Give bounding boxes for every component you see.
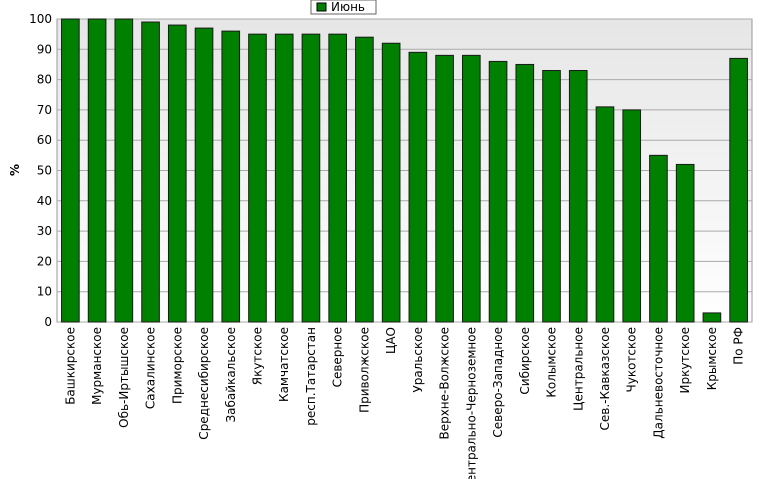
bar bbox=[114, 18, 134, 323]
bar bbox=[221, 30, 241, 323]
x-tick-label: Иркутское bbox=[678, 327, 692, 394]
x-tick-label: Камчатское bbox=[277, 327, 291, 402]
y-tick-label: 50 bbox=[37, 164, 52, 178]
x-tick-label: Приморское bbox=[170, 327, 184, 404]
bar bbox=[248, 33, 267, 323]
bar bbox=[274, 33, 294, 323]
bar bbox=[87, 18, 107, 323]
x-tick-label: Обь-Иртышское bbox=[117, 327, 131, 428]
bar bbox=[462, 54, 481, 323]
y-tick-label: 70 bbox=[37, 103, 52, 117]
y-tick-label: 80 bbox=[37, 73, 52, 87]
legend: Июнь bbox=[310, 0, 377, 15]
bar bbox=[381, 42, 401, 323]
x-tick-label: Забайкальское bbox=[224, 327, 238, 423]
x-tick-label: Уральское bbox=[411, 327, 425, 393]
x-tick-label: Центрально-Черноземное bbox=[464, 327, 478, 479]
bar bbox=[542, 70, 561, 323]
bar bbox=[702, 312, 722, 323]
bar bbox=[61, 18, 80, 323]
x-tick-label: По РФ bbox=[732, 327, 746, 365]
bar bbox=[622, 109, 642, 323]
x-tick-label: Северное bbox=[331, 327, 345, 387]
legend-box bbox=[310, 0, 377, 15]
x-tick-label: Чукотское bbox=[625, 327, 639, 392]
bar bbox=[729, 57, 748, 323]
x-tick-label: ЦАО bbox=[384, 327, 398, 354]
bar bbox=[515, 63, 535, 323]
legend-swatch bbox=[316, 2, 327, 12]
x-tick-label: Верхне-Волжское bbox=[438, 327, 452, 440]
bar bbox=[328, 33, 347, 323]
bar bbox=[167, 24, 187, 323]
bar bbox=[595, 106, 615, 323]
x-tick-label: Северо-Западное bbox=[491, 327, 505, 438]
x-tick-label: Сибирское bbox=[518, 327, 532, 395]
y-tick-label: 60 bbox=[37, 133, 52, 147]
x-tick-label: Башкирское bbox=[63, 327, 77, 405]
y-tick-label: 90 bbox=[37, 42, 52, 56]
x-tick-label: Крымское bbox=[705, 327, 719, 390]
y-tick-label: 100 bbox=[29, 12, 52, 26]
y-tick-label: 10 bbox=[37, 285, 52, 299]
x-tick-label: Мурманское bbox=[90, 327, 104, 405]
x-tick-label: Якутское bbox=[250, 327, 264, 385]
y-axis-label: % bbox=[8, 164, 22, 176]
x-tick-label: респ.Татарстан bbox=[304, 327, 318, 426]
bar bbox=[568, 70, 588, 323]
bar bbox=[488, 60, 508, 323]
bar bbox=[675, 163, 695, 323]
x-tick-label: Дальневосточное bbox=[651, 327, 665, 439]
y-tick-label: 20 bbox=[37, 254, 52, 268]
y-tick-label: 30 bbox=[37, 224, 52, 238]
bar bbox=[435, 54, 454, 323]
x-tick-label: Среднесибирское bbox=[197, 327, 211, 440]
x-tick-label: Сев.-Кавказское bbox=[598, 327, 612, 430]
y-tick-label: 0 bbox=[44, 315, 52, 329]
y-tick-label: 40 bbox=[37, 194, 52, 208]
legend-label: Июнь bbox=[331, 0, 365, 14]
x-tick-label: Центральное bbox=[571, 327, 585, 411]
bar bbox=[649, 154, 668, 323]
bar bbox=[355, 36, 374, 323]
bar bbox=[301, 33, 321, 323]
bar bbox=[408, 51, 428, 323]
bar bbox=[194, 27, 214, 323]
bar bbox=[141, 21, 160, 323]
x-tick-label: Приволжское bbox=[357, 327, 371, 413]
x-tick-label: Колымское bbox=[545, 327, 559, 398]
x-tick-label: Сахалинское bbox=[144, 327, 158, 409]
